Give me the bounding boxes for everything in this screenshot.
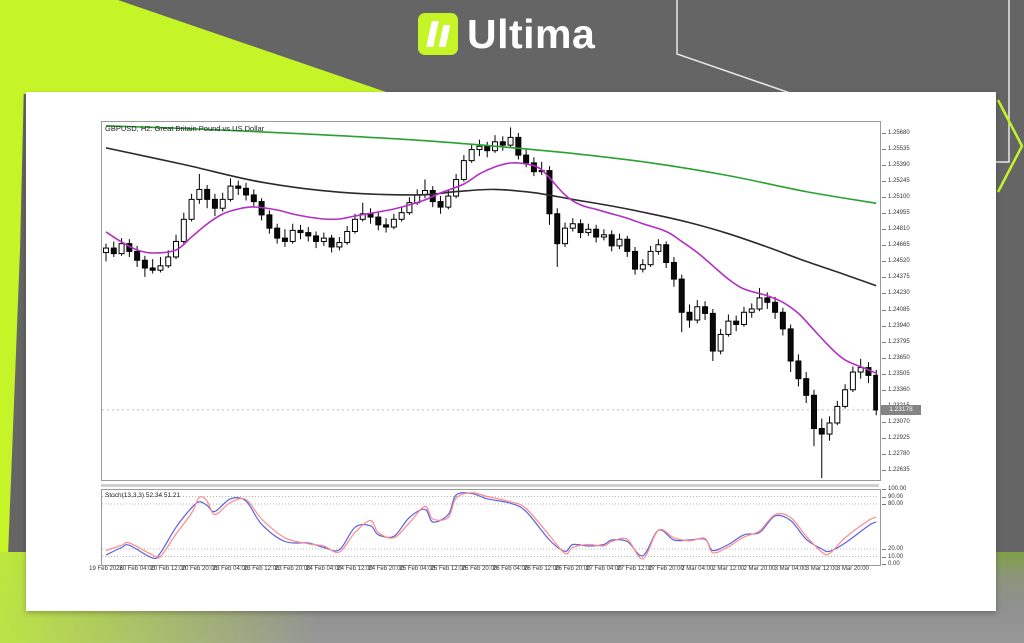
stoch-frame[interactable] bbox=[101, 489, 881, 566]
time-axis-label: 25 Feb 12:00 bbox=[430, 566, 466, 572]
brand-logo: Ultima bbox=[418, 13, 595, 55]
stoch-axis-label: 0.00 bbox=[882, 561, 900, 567]
price-axis-label: 1.22925 bbox=[882, 434, 910, 441]
price-axis-label: 1.22635 bbox=[882, 467, 910, 474]
price-axis-label: 1.24085 bbox=[882, 306, 910, 313]
time-axis-label: 20 Feb 20:00 bbox=[181, 566, 218, 572]
time-axis-label: 26 Feb 04:00 bbox=[492, 566, 529, 572]
panel-splitter[interactable] bbox=[101, 484, 879, 487]
time-axis-label: 27 Feb 12:00 bbox=[617, 566, 653, 572]
time-axis-label: 20 Feb 04:00 bbox=[119, 566, 155, 572]
time-axis-label: 27 Feb 04:00 bbox=[586, 566, 622, 572]
time-axis-label: 3 Mar 04:00 bbox=[774, 566, 807, 572]
time-axis-label: 25 Feb 20:00 bbox=[461, 566, 498, 572]
time-axis-label: 2 Mar 04:00 bbox=[681, 566, 714, 572]
brand-logo-text: Ultima bbox=[467, 11, 596, 57]
time-axis-label: 3 Mar 20:00 bbox=[836, 566, 869, 572]
time-axis-label: 26 Feb 20:00 bbox=[555, 566, 591, 572]
current-price-tag: 1.23178 bbox=[881, 404, 921, 415]
time-axis-label: 24 Feb 20:00 bbox=[368, 566, 404, 572]
stoch-axis-label: 20.00 bbox=[881, 546, 904, 552]
main-chart-frame[interactable] bbox=[101, 121, 881, 481]
price-axis-label: 1.25680 bbox=[882, 129, 910, 136]
main-chart-canvas[interactable] bbox=[102, 122, 878, 478]
price-axis-label: 1.23505 bbox=[882, 370, 910, 377]
time-axis-label: 23 Feb 20:00 bbox=[275, 566, 311, 572]
time-axis-label: 27 Feb 20:00 bbox=[648, 566, 684, 572]
stoch-axis-label: 10.00 bbox=[881, 553, 904, 560]
price-axis-label: 1.24375 bbox=[882, 274, 910, 281]
price-axis-label: 1.24520 bbox=[882, 258, 910, 265]
price-axis-label: 1.23650 bbox=[882, 354, 910, 361]
stoch-axis-label: 90.00 bbox=[881, 493, 904, 500]
price-axis-label: 1.24665 bbox=[882, 242, 910, 249]
time-axis-label: 24 Feb 04:00 bbox=[306, 566, 342, 572]
stoch-indicator-label: Stoch(13,3,3) 52.34 51.21 bbox=[105, 492, 181, 499]
time-axis-label: 25 Feb 04:00 bbox=[399, 566, 435, 572]
price-axis-label: 1.23940 bbox=[882, 322, 910, 329]
price-axis-label: 1.24955 bbox=[882, 210, 910, 217]
price-axis-label: 1.25390 bbox=[882, 162, 910, 169]
stoch-axis-label: 80.00 bbox=[881, 501, 904, 507]
price-axis-label: 1.23360 bbox=[882, 386, 910, 393]
time-axis-label: 23 Feb 04:00 bbox=[212, 566, 249, 572]
time-axis-label: 3 Mar 12:00 bbox=[805, 566, 838, 572]
time-axis[interactable]: 19 Feb 2026 20 Feb 04:00 20 Feb 12:00 20 Fe… bbox=[89, 564, 920, 578]
time-axis-label: 23 Feb 12:00 bbox=[243, 566, 280, 572]
stoch-axis[interactable]: 100.00 90.00 80.00 20.00 10.00 0.00 bbox=[880, 482, 924, 570]
time-axis-label: 2 Mar 20:00 bbox=[743, 566, 776, 572]
price-axis-label: 1.25100 bbox=[882, 194, 910, 201]
time-axis-label: 19 Feb 2026 bbox=[89, 566, 123, 572]
chart-title: GBPUSD, H2: Great Britain Pound vs US Do… bbox=[105, 124, 265, 133]
price-axis-label: 1.24810 bbox=[882, 226, 910, 233]
time-axis-label: 26 Feb 12:00 bbox=[523, 566, 560, 572]
price-axis-label: 1.23070 bbox=[882, 418, 910, 425]
price-axis-label: 1.23795 bbox=[882, 338, 910, 345]
stoch-axis-label: 100.00 bbox=[881, 486, 907, 492]
price-axis-label: 1.24230 bbox=[882, 290, 910, 297]
ultima-logo-icon bbox=[418, 13, 458, 55]
price-axis-label: 1.25535 bbox=[882, 146, 910, 152]
price-axis-label: 1.25245 bbox=[882, 178, 910, 185]
stoch-canvas[interactable] bbox=[102, 490, 878, 563]
time-axis-label: 24 Feb 12:00 bbox=[337, 566, 373, 572]
price-axis-label: 1.22780 bbox=[882, 450, 910, 457]
time-axis-label: 20 Feb 12:00 bbox=[150, 566, 186, 572]
time-axis-label: 2 Mar 12:00 bbox=[712, 566, 745, 572]
